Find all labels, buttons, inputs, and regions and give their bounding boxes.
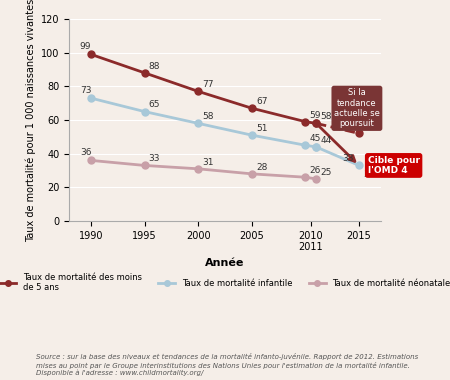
Text: 25: 25 xyxy=(320,168,332,177)
Text: 52: 52 xyxy=(345,122,356,131)
Text: 59: 59 xyxy=(310,111,321,120)
Text: 26: 26 xyxy=(310,166,321,175)
X-axis label: Année: Année xyxy=(205,258,245,268)
Text: 31: 31 xyxy=(202,158,214,167)
Text: 45: 45 xyxy=(310,134,321,143)
Legend: Taux de mortalité des moins
de 5 ans, Taux de mortalité infantile, Taux de morta: Taux de mortalité des moins de 5 ans, Ta… xyxy=(0,269,450,296)
Text: 73: 73 xyxy=(80,86,91,95)
Text: Si la
tendance
actuelle se
poursuit: Si la tendance actuelle se poursuit xyxy=(334,88,380,128)
Text: 33: 33 xyxy=(149,154,160,163)
Text: 33: 33 xyxy=(342,154,354,163)
Text: Source : sur la base des niveaux et tendances de la mortalité infanto-juvénile. : Source : sur la base des niveaux et tend… xyxy=(36,353,418,376)
Text: 51: 51 xyxy=(256,124,267,133)
Text: Cible pour
l'OMD 4: Cible pour l'OMD 4 xyxy=(368,156,420,175)
Text: 88: 88 xyxy=(149,62,160,71)
Text: 58: 58 xyxy=(320,112,332,121)
Text: 36: 36 xyxy=(80,148,91,157)
Text: 28: 28 xyxy=(256,163,267,172)
Text: 44: 44 xyxy=(320,136,332,145)
Text: 33: 33 xyxy=(363,169,375,179)
Text: 67: 67 xyxy=(256,97,267,106)
Text: 58: 58 xyxy=(202,112,214,121)
Text: 99: 99 xyxy=(80,42,91,51)
Text: 65: 65 xyxy=(149,100,160,109)
Y-axis label: Taux de mortalité pour 1 000 naissances vivantes: Taux de mortalité pour 1 000 naissances … xyxy=(25,0,36,242)
Text: 77: 77 xyxy=(202,80,214,89)
